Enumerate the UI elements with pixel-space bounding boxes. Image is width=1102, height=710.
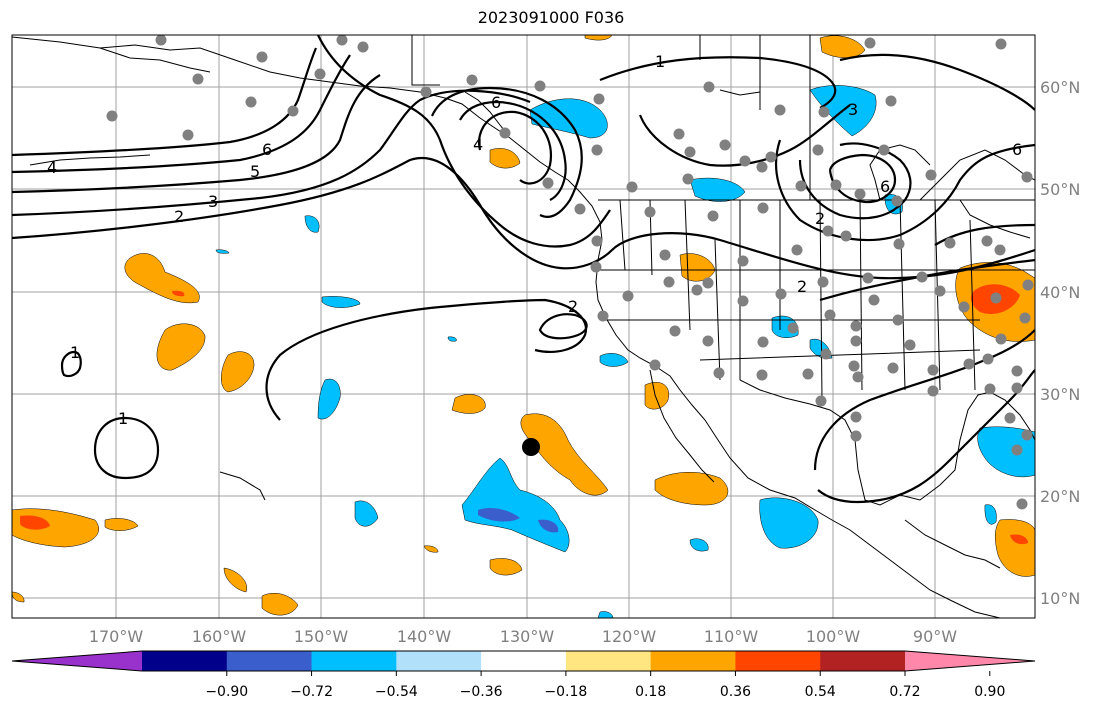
colorbar-tick-label: −0.90 xyxy=(205,684,248,700)
contour-label: 4 xyxy=(473,135,483,154)
contour-label: 2 xyxy=(797,277,807,296)
lat-tick-label: 50°N xyxy=(1040,180,1080,199)
plot-title: 2023091000 F036 xyxy=(477,8,625,27)
colorbar-swatch xyxy=(311,651,397,671)
colorbar-tick-label: −0.18 xyxy=(544,684,587,700)
lon-tick-label: 170°W xyxy=(89,627,144,646)
contour-label: 1 xyxy=(118,409,128,428)
contour-label: 4 xyxy=(47,158,57,177)
lon-tick-label: 160°W xyxy=(192,627,247,646)
contour-lines xyxy=(12,35,1035,504)
colorbar-max-extension xyxy=(905,651,1035,671)
lon-tick-label: 100°W xyxy=(806,627,861,646)
contour-label: 1 xyxy=(70,343,80,362)
location-marker xyxy=(522,438,540,456)
colorbar-swatch xyxy=(565,651,652,671)
colorbar-tick-label: −0.72 xyxy=(290,684,333,700)
contour-label: 3 xyxy=(208,192,218,211)
lon-tick-label: 140°W xyxy=(397,627,452,646)
contour-label: 6 xyxy=(880,177,890,196)
colorbar-swatch xyxy=(142,651,228,671)
contour-label: 2 xyxy=(174,207,184,226)
colorbar-tick-label: 0.36 xyxy=(720,684,751,700)
colorbar-min-extension xyxy=(12,651,142,671)
lat-tick-label: 30°N xyxy=(1040,385,1080,404)
contour-label: 6 xyxy=(1012,140,1022,159)
coastlines-and-borders xyxy=(12,35,1035,618)
lon-tick-label: 90°W xyxy=(913,627,957,646)
colorbar-tick-label: 0.72 xyxy=(889,684,920,700)
colorbar-swatch xyxy=(226,651,313,671)
contour-label: 5 xyxy=(250,162,260,181)
colorbar-swatch xyxy=(481,651,567,671)
colorbar-swatch xyxy=(650,651,736,671)
contour-label: 6 xyxy=(491,93,501,112)
strong-negative-regions xyxy=(478,507,559,533)
longitude-labels: 170°W 160°W 150°W 140°W 130°W 120°W 110°… xyxy=(89,627,957,646)
lon-tick-label: 120°W xyxy=(602,627,657,646)
colorbar-swatch xyxy=(735,651,821,671)
lat-tick-label: 20°N xyxy=(1040,487,1080,506)
colorbar-outline xyxy=(11,650,1036,672)
latitude-labels: 60°N 50°N 40°N 30°N 20°N 10°N xyxy=(1040,78,1080,608)
negative-anomaly-regions xyxy=(215,85,1035,618)
map-area: 1 6 4 6 5 4 3 2 2 1 1 3 6 2 2 6 xyxy=(12,35,1035,618)
contour-label: 2 xyxy=(568,297,578,316)
contour-label: 1 xyxy=(655,52,665,71)
colorbar-swatch xyxy=(820,651,906,671)
colorbar-tick-label: −0.36 xyxy=(460,684,503,700)
lat-tick-label: 40°N xyxy=(1040,283,1080,302)
lon-tick-label: 130°W xyxy=(500,627,555,646)
lon-tick-label: 150°W xyxy=(294,627,349,646)
lat-tick-label: 60°N xyxy=(1040,78,1080,97)
map-frame xyxy=(11,34,1036,619)
colorbar-tick-label: 0.54 xyxy=(805,684,836,700)
colorbar-tick-label: 0.18 xyxy=(635,684,666,700)
contour-label-group: 1 6 4 6 5 4 3 2 2 1 1 3 6 2 2 6 xyxy=(47,52,1022,428)
contour-label: 2 xyxy=(815,209,825,228)
colorbar-swatch xyxy=(396,651,482,671)
station-markers xyxy=(106,35,1034,510)
colorbar: −0.90 −0.72 −0.54 −0.36 −0.18 0.18 0.36 0.54 0.7… xyxy=(11,650,1036,700)
lon-tick-label: 110°W xyxy=(704,627,759,646)
contour-label: 6 xyxy=(262,140,272,159)
colorbar-tick-label: 0.90 xyxy=(974,684,1005,700)
lat-tick-label: 10°N xyxy=(1040,589,1080,608)
contour-label: 3 xyxy=(848,100,858,119)
colorbar-tick-label: −0.54 xyxy=(375,684,418,700)
